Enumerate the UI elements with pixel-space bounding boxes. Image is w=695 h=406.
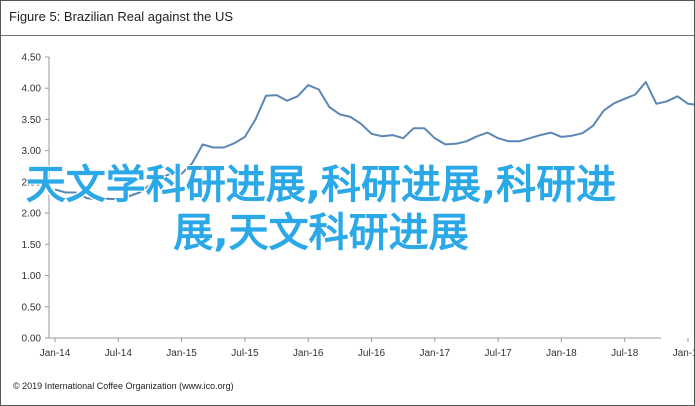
y-tick-label: 3.50 (22, 115, 42, 126)
y-tick-label: 0.50 (22, 302, 42, 313)
y-tick-label: 0.00 (22, 334, 42, 345)
series-group (54, 81, 694, 201)
x-tick-label: Jan-17 (420, 348, 451, 359)
x-tick-label: Jul-17 (484, 348, 512, 359)
y-tick-label: 2.00 (22, 209, 42, 220)
y-tick-label: 3.00 (22, 146, 42, 157)
x-tick-label: Jan-15 (166, 348, 197, 359)
x-tick-label: Jul-14 (105, 348, 133, 359)
x-tick-label: Jan-14 (40, 348, 71, 359)
x-tick-label: Jul-16 (358, 348, 386, 359)
y-axis-ticks: 0.00 0.50 1.00 1.50 2.00 2.50 3.00 3.50 4.00 4.50 (22, 53, 49, 345)
x-tick-label: Jan-16 (293, 348, 324, 359)
watermark-overlay-text: 天文学科研进展,科研进展,科研进展,天文科研进展 (25, 162, 617, 256)
chart-axes (48, 57, 661, 339)
y-tick-label: 4.50 (22, 53, 42, 64)
x-tick-label: Jan-18 (546, 348, 577, 359)
series-line (54, 81, 694, 201)
x-tick-label: Jul-18 (611, 348, 639, 359)
copyright-footer: © 2019 International Coffee Organization… (13, 381, 234, 391)
x-tick-label: Jul-15 (231, 348, 259, 359)
y-tick-label: 1.00 (22, 271, 42, 282)
chart-title: Figure 5: Brazilian Real against the US (9, 9, 234, 24)
x-tick-label: Jan-19 (673, 348, 694, 359)
line-chart: 0.00 0.50 1.00 1.50 2.00 2.50 3.00 3.50 4.00 4.50… (22, 53, 694, 359)
title-divider (1, 35, 694, 36)
y-tick-label: 1.50 (22, 240, 42, 251)
y-tick-label: 4.00 (22, 84, 42, 95)
x-axis-ticks: Jan-14 Jul-14 Jan-15 Jul-15 Jan-16 Jul-16 Jan-… (40, 338, 694, 359)
y-tick-label: 2.50 (22, 177, 42, 188)
